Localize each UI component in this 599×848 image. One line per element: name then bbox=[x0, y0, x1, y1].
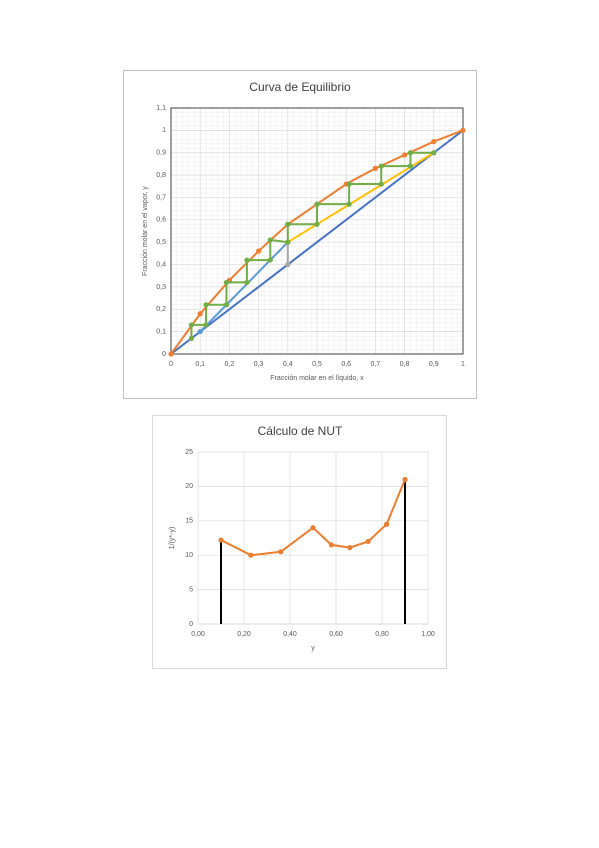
y-tick-label: 0,7 bbox=[156, 194, 166, 201]
chart-title: Curva de Equilibrio bbox=[249, 80, 351, 94]
x-tick-label: 0,20 bbox=[237, 631, 251, 638]
marker bbox=[372, 165, 378, 171]
marker bbox=[402, 476, 408, 483]
marker bbox=[384, 521, 390, 527]
marker bbox=[285, 261, 291, 268]
x-tick-label: 0,40 bbox=[283, 631, 297, 638]
marker bbox=[365, 538, 371, 545]
x-tick-label: 0,6 bbox=[341, 361, 351, 368]
marker bbox=[188, 322, 195, 328]
x-tick-label: 0,00 bbox=[191, 631, 205, 638]
plot-border bbox=[170, 107, 464, 355]
x-tick-label: 0,1 bbox=[195, 361, 205, 368]
y-tick-label: 25 bbox=[185, 449, 193, 456]
x-tick-label: 0,3 bbox=[254, 361, 264, 368]
y-tick-label: 10 bbox=[185, 552, 193, 559]
x-tick-label: 0,80 bbox=[375, 631, 389, 638]
marker bbox=[431, 138, 437, 145]
marker bbox=[267, 237, 273, 243]
marker bbox=[407, 150, 414, 156]
x-tick-label: 1,00 bbox=[421, 631, 435, 638]
y-axis-label: Fracción molar en el vapor, y bbox=[142, 186, 149, 276]
marker bbox=[402, 152, 408, 158]
x-tick-label: 0 bbox=[169, 361, 173, 368]
y-tick-label: 5 bbox=[189, 586, 193, 593]
marker bbox=[223, 302, 230, 308]
marker bbox=[256, 248, 262, 254]
y-tick-label: 0,9 bbox=[156, 150, 166, 157]
marker bbox=[223, 279, 230, 286]
y-tick-label: 0 bbox=[189, 621, 193, 628]
marker bbox=[285, 221, 291, 227]
marker bbox=[248, 552, 254, 558]
marker bbox=[203, 302, 209, 308]
marker bbox=[203, 322, 209, 328]
marker bbox=[197, 311, 203, 317]
y-tick-label: 0,1 bbox=[156, 328, 166, 335]
y-tick-label: 0,3 bbox=[156, 284, 166, 291]
x-axis-label: y bbox=[311, 645, 315, 652]
y-tick-label: 1,1 bbox=[156, 105, 166, 112]
marker bbox=[218, 537, 224, 543]
chart-frame bbox=[152, 415, 447, 669]
marker bbox=[460, 127, 466, 133]
marker bbox=[278, 549, 284, 555]
y-tick-label: 0 bbox=[162, 351, 166, 358]
y-tick-label: 0,6 bbox=[156, 217, 166, 224]
x-axis-label: Fracción molar en el líquido, x bbox=[270, 375, 364, 382]
marker bbox=[314, 201, 320, 207]
x-tick-label: 0,9 bbox=[429, 361, 439, 368]
y-tick-label: 1 bbox=[162, 127, 166, 134]
series-line bbox=[199, 241, 289, 333]
y-tick-label: 0,5 bbox=[156, 239, 166, 246]
marker bbox=[188, 335, 195, 341]
series-line bbox=[170, 129, 464, 355]
marker bbox=[407, 163, 414, 169]
marker bbox=[346, 201, 352, 207]
marker bbox=[328, 542, 334, 548]
x-tick-label: 0,7 bbox=[371, 361, 381, 368]
marker bbox=[267, 257, 273, 263]
marker bbox=[197, 329, 203, 335]
y-tick-label: 0,2 bbox=[156, 306, 166, 313]
marker bbox=[244, 279, 250, 286]
marker bbox=[347, 545, 353, 551]
y-axis-label: 1/(y*-y) bbox=[169, 527, 176, 550]
y-tick-label: 0,8 bbox=[156, 172, 166, 179]
y-tick-label: 0,4 bbox=[156, 261, 166, 268]
x-tick-label: 0,8 bbox=[400, 361, 410, 368]
marker bbox=[244, 257, 250, 263]
y-tick-label: 15 bbox=[185, 518, 193, 525]
x-tick-label: 0,5 bbox=[312, 361, 322, 368]
x-tick-label: 0,4 bbox=[283, 361, 293, 368]
marker bbox=[378, 163, 384, 169]
marker bbox=[168, 351, 174, 357]
marker bbox=[285, 239, 291, 245]
x-tick-label: 0,60 bbox=[329, 631, 343, 638]
marker bbox=[314, 221, 320, 227]
marker bbox=[378, 181, 384, 187]
marker bbox=[431, 150, 437, 156]
marker bbox=[310, 525, 316, 531]
x-tick-label: 0,2 bbox=[225, 361, 235, 368]
chart-title: Cálculo de NUT bbox=[258, 424, 343, 438]
y-tick-label: 20 bbox=[185, 483, 193, 490]
marker bbox=[346, 181, 352, 187]
x-tick-label: 1 bbox=[461, 361, 465, 368]
